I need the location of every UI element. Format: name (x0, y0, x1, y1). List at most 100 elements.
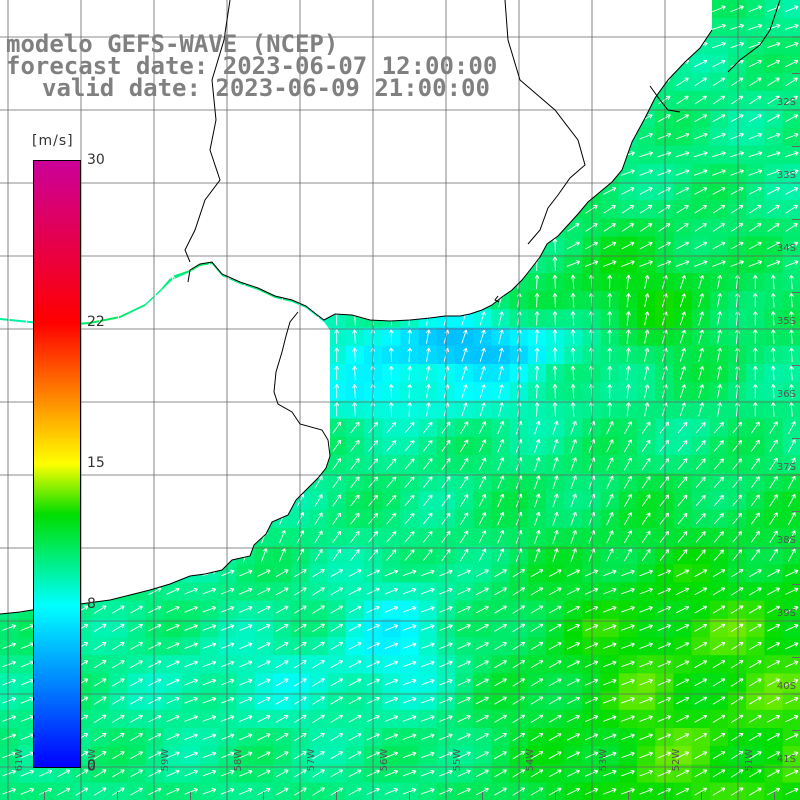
wind-arrow (497, 420, 505, 435)
wind-arrow (148, 678, 162, 687)
wind-arrow (621, 223, 635, 232)
coastline-segment (184, 0, 231, 263)
wind-arrow (621, 260, 635, 267)
wind-arrow (239, 715, 253, 723)
wind-arrow (352, 347, 358, 362)
wind-arrow (257, 715, 271, 723)
wind-arrow (639, 606, 653, 613)
wind-arrow (732, 476, 742, 488)
wind-arrow (239, 769, 253, 777)
wind-arrow (606, 512, 614, 526)
wind-arrow (570, 493, 577, 508)
wind-arrow (384, 660, 399, 668)
wind-arrow (348, 587, 362, 596)
wind-arrow (330, 751, 344, 760)
wind-arrow (584, 624, 599, 632)
wind-arrow (584, 696, 599, 704)
wind-arrow (566, 769, 580, 778)
wind-arrow (497, 457, 505, 471)
wind-arrow (694, 223, 707, 232)
wind-arrow (788, 475, 796, 489)
wind-arrow (2, 624, 17, 631)
longitude-label: 55W (452, 749, 463, 772)
wind-arrow (460, 439, 469, 453)
wind-arrow (384, 715, 399, 722)
latitude-label: 37S (777, 462, 796, 473)
wind-arrow (694, 751, 708, 760)
wind-arrow (749, 642, 762, 650)
wind-arrow (457, 769, 471, 777)
wind-arrow (584, 260, 599, 267)
wind-arrow (420, 715, 435, 722)
wind-arrow (534, 293, 540, 308)
wind-arrow (460, 530, 469, 544)
wind-arrow (713, 549, 724, 561)
wind-arrow (676, 77, 689, 87)
wind-arrow (659, 421, 670, 434)
wind-arrow (530, 751, 544, 760)
wind-arrow (657, 241, 671, 250)
wind-arrow (202, 606, 217, 613)
wind-arrow (769, 530, 778, 544)
wind-arrow (312, 696, 325, 705)
wind-arrow (767, 605, 781, 614)
wind-arrow (457, 624, 471, 632)
wind-arrow (712, 169, 726, 176)
wind-arrow (570, 457, 577, 471)
wind-arrow (767, 642, 781, 650)
wind-arrow (330, 623, 344, 632)
wind-arrow (788, 548, 796, 562)
wind-arrow (402, 769, 417, 777)
wind-arrow (407, 402, 413, 417)
wind-arrow (548, 714, 562, 723)
wind-arrow (694, 660, 708, 669)
wind-arrow (767, 714, 781, 723)
coastline-segment (187, 29, 713, 322)
wind-arrow (676, 114, 689, 123)
wind-arrow (407, 347, 413, 362)
wind-arrow (350, 530, 360, 543)
wind-arrow (657, 605, 672, 613)
wind-arrow (148, 605, 162, 614)
wind-arrow (639, 733, 653, 741)
wind-arrow (112, 605, 125, 614)
latitude-label: 34S (777, 243, 796, 254)
wind-arrow (748, 241, 762, 250)
wind-arrow (788, 347, 794, 362)
wind-arrow (2, 788, 17, 795)
wind-arrow (20, 769, 35, 777)
wind-arrow (584, 660, 599, 668)
wind-arrow (695, 549, 706, 561)
wind-arrow (275, 733, 289, 741)
wind-arrow (202, 769, 217, 777)
wind-arrow (567, 223, 580, 232)
wind-arrow (314, 512, 323, 525)
wind-arrow (220, 733, 235, 741)
wind-arrow (732, 494, 742, 507)
wind-arrow (552, 274, 558, 290)
wind-arrow (497, 548, 505, 562)
wind-arrow (712, 77, 726, 87)
wind-arrow (330, 769, 344, 778)
wind-arrow (785, 769, 799, 777)
wind-arrow (570, 384, 576, 399)
wind-arrow (677, 531, 688, 543)
wind-arrow (785, 678, 799, 686)
wind-arrow (548, 678, 562, 687)
wind-arrow (676, 733, 690, 741)
wind-arrow (148, 696, 162, 705)
wind-arrow (785, 733, 799, 741)
wind-arrow (257, 751, 271, 759)
wind-arrow (275, 696, 289, 705)
wind-arrow (679, 293, 687, 308)
wind-arrow (312, 623, 325, 632)
wind-arrow (461, 347, 468, 362)
wind-arrow (621, 624, 635, 631)
field-cell (782, 782, 800, 800)
wind-arrow (498, 329, 504, 344)
latitude-label: 41S (777, 754, 796, 765)
latitude-label: 33S (777, 170, 796, 181)
wind-arrow (730, 587, 744, 596)
wind-arrow (314, 530, 323, 544)
